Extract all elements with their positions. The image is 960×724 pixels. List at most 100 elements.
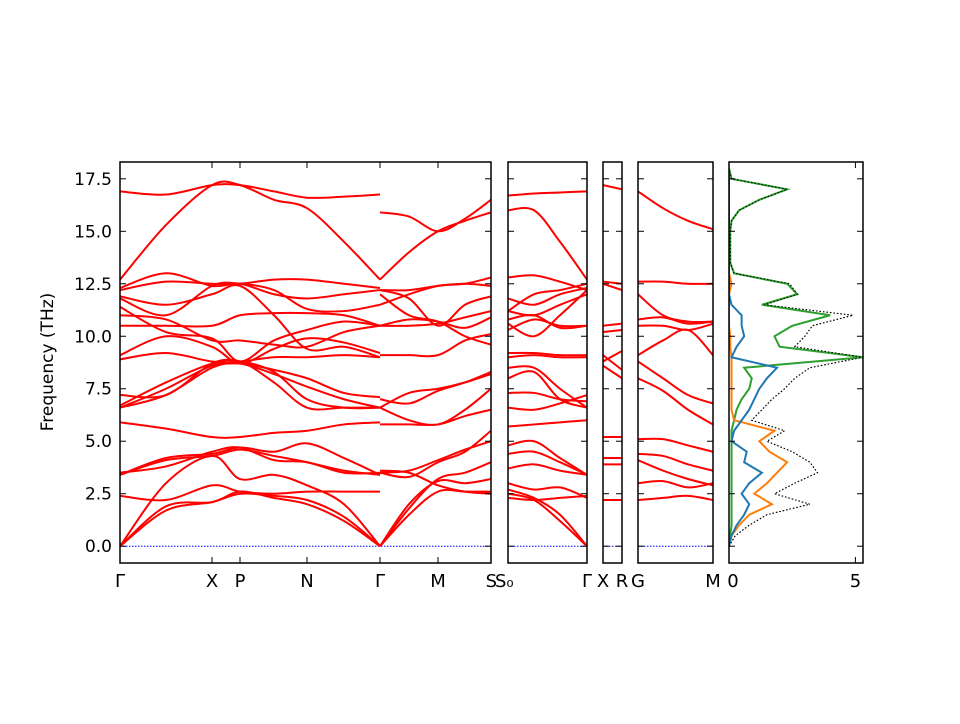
band-panel <box>120 180 491 548</box>
panel-frame <box>119 161 492 564</box>
band-line <box>508 282 587 312</box>
band-line <box>379 440 491 474</box>
band-line <box>508 351 587 357</box>
k-point-label: X <box>206 571 218 592</box>
band-panel <box>638 190 713 547</box>
band-line <box>508 274 587 292</box>
dos-projected-line <box>729 168 779 547</box>
band-line <box>508 318 587 331</box>
dos-total-line-overlay <box>729 168 863 547</box>
band-line <box>508 450 587 476</box>
y-tick-label: 0.0 <box>85 537 112 557</box>
band-line <box>603 322 622 327</box>
k-point-label: M <box>705 571 721 592</box>
y-axis-label: Frequency (THz) <box>38 293 58 432</box>
band-line <box>638 280 713 285</box>
band-line <box>120 352 381 364</box>
band-line <box>379 282 491 292</box>
band-line <box>508 463 587 476</box>
band-line <box>120 278 381 292</box>
band-panel <box>508 190 587 547</box>
band-line <box>508 488 587 547</box>
k-point-label: P <box>235 571 246 592</box>
dos-panel <box>729 168 863 547</box>
dos-frame <box>728 161 864 564</box>
band-line <box>379 289 491 327</box>
band-line <box>379 387 491 426</box>
band-line <box>379 198 491 233</box>
band-line <box>638 190 713 231</box>
dos-total-line <box>729 168 863 547</box>
band-line <box>508 439 587 476</box>
band-line <box>508 492 587 547</box>
band-line <box>120 446 381 475</box>
dos-x-tick-label: 0 <box>727 571 738 592</box>
band-line <box>638 452 713 472</box>
band-line <box>120 305 381 363</box>
band-line <box>603 354 622 371</box>
band-line <box>379 478 491 547</box>
band-line <box>120 311 381 328</box>
y-tick-label: 10.0 <box>74 327 112 347</box>
band-line <box>380 333 491 358</box>
band-line <box>120 272 381 300</box>
panel-frame <box>602 161 623 564</box>
band-line <box>508 494 587 502</box>
band-line <box>120 284 381 359</box>
band-line <box>603 350 622 363</box>
band-line <box>638 316 713 325</box>
y-tick-label: 12.5 <box>74 275 112 295</box>
band-line <box>120 442 381 476</box>
band-line <box>379 293 491 346</box>
band-line <box>508 370 587 409</box>
k-point-label: R <box>616 571 629 592</box>
band-line <box>508 354 587 359</box>
panel-frame <box>507 161 588 564</box>
band-line <box>508 293 587 317</box>
band-panel <box>603 184 622 547</box>
band-line <box>120 335 381 365</box>
band-line <box>603 282 622 292</box>
band-line <box>508 419 587 428</box>
dos-x-tick-label: 5 <box>850 571 861 592</box>
band-line <box>638 459 713 487</box>
band-line <box>380 408 491 427</box>
k-point-label: N <box>300 571 313 592</box>
band-line <box>120 361 381 409</box>
k-point-label: G <box>631 571 645 592</box>
band-line <box>120 454 381 547</box>
k-point-label: X <box>597 571 609 592</box>
band-line <box>603 364 622 380</box>
dos-projected-line <box>729 168 863 547</box>
band-line <box>638 328 713 357</box>
band-line <box>508 394 587 411</box>
k-point-label: M <box>430 571 446 592</box>
band-line <box>508 289 587 338</box>
band-line <box>379 211 491 281</box>
band-line <box>120 183 381 199</box>
band-line <box>508 206 587 281</box>
band-line <box>120 484 380 502</box>
band-line <box>603 328 622 334</box>
k-point-label: S₀ <box>495 571 514 592</box>
band-line <box>379 429 491 479</box>
k-point-label: Γ <box>375 571 385 592</box>
band-line <box>120 281 381 317</box>
band-line <box>638 494 713 502</box>
y-tick-label: 2.5 <box>85 485 112 505</box>
panel-frame <box>637 161 714 564</box>
k-point-label: S <box>486 571 497 592</box>
band-line <box>638 360 713 405</box>
band-line <box>508 190 587 197</box>
band-line <box>120 448 381 476</box>
band-line <box>120 358 380 411</box>
y-tick-label: 7.5 <box>85 380 112 400</box>
k-point-label: Γ <box>115 571 125 592</box>
band-line <box>638 479 713 489</box>
dos-projected-line <box>729 168 789 547</box>
band-line <box>120 421 381 439</box>
band-line <box>638 377 713 426</box>
band-line <box>379 371 491 405</box>
y-tick-label: 5.0 <box>85 432 112 452</box>
band-line <box>379 310 491 327</box>
